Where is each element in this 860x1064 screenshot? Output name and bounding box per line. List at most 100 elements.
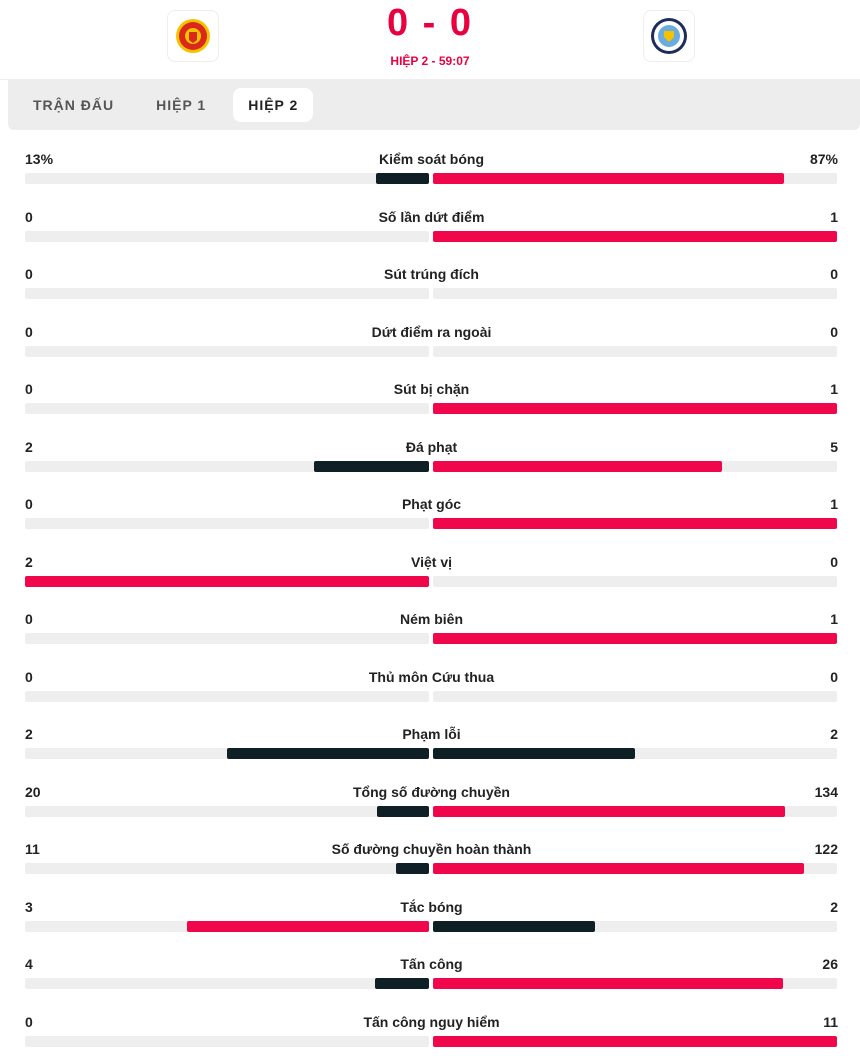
home-bar-track (25, 575, 429, 587)
away-bar-fill (433, 230, 837, 242)
away-value: 0 (830, 266, 838, 282)
home-bar-track (25, 288, 429, 299)
home-value: 3 (25, 898, 33, 915)
away-bar-fill (433, 1035, 837, 1047)
home-bar-fill (313, 460, 429, 472)
home-value: 0 (25, 496, 33, 512)
away-bar-fill (433, 460, 722, 472)
away-value: 2 (830, 726, 838, 742)
period-tabs: TRẬN ĐẤU HIỆP 1 HIỆP 2 (8, 80, 860, 130)
home-team-logo[interactable] (167, 10, 219, 62)
home-value: 0 (25, 381, 33, 397)
stat-label: Kiểm soát bóng (378, 151, 484, 167)
away-bar-fill (433, 805, 785, 817)
away-value: 2 (830, 898, 838, 915)
home-value: 0 (25, 668, 33, 685)
stat-label: Sút bị chặn (393, 381, 470, 397)
stat-row: 2 Đá phạt 5 (25, 439, 838, 479)
away-bar-fill (433, 748, 635, 759)
stat-row: 0 Số lần dứt điểm 1 (25, 209, 838, 249)
stat-label: Thủ môn Cứu thua (368, 668, 495, 685)
stat-label: Dứt điểm ra ngoài (371, 323, 492, 340)
stat-label: Số đường chuyền hoàn thành (331, 841, 532, 857)
away-bar-track (433, 690, 837, 702)
away-value: 0 (830, 553, 838, 570)
home-bar-fill (227, 748, 429, 759)
home-value: 20 (25, 783, 41, 800)
stat-row: 2 Phạm lỗi 2 (25, 726, 838, 766)
away-bar-fill (433, 173, 785, 184)
home-bar-track (25, 805, 429, 817)
stat-row: 0 Ném biên 1 (25, 611, 838, 651)
away-value: 1 (830, 496, 838, 512)
stat-label: Đá phạt (405, 438, 458, 455)
away-bar-track (433, 518, 837, 529)
stat-row: 11 Số đường chuyền hoàn thành 122 (25, 841, 838, 881)
stat-label: Phạm lỗi (402, 726, 461, 742)
away-bar-track (433, 403, 837, 414)
home-bar-track (25, 920, 429, 932)
away-bar-fill (433, 633, 837, 644)
stat-row: 20 Tổng số đường chuyền 134 (25, 784, 838, 824)
away-bar-track (433, 748, 837, 759)
away-value: 87% (809, 151, 838, 167)
home-bar-track (25, 230, 429, 242)
tab-second-half[interactable]: HIỆP 2 (233, 88, 314, 122)
away-bar-track (433, 633, 837, 644)
home-bar-fill (375, 978, 429, 989)
home-bar-track (25, 1035, 429, 1047)
away-value: 11 (823, 1013, 838, 1030)
stat-row: 0 Dứt điểm ra ngoài 0 (25, 324, 838, 364)
stat-row: 4 Tấn công 26 (25, 956, 838, 996)
home-bar-track (25, 460, 429, 472)
manchester-city-crest-icon (651, 18, 687, 54)
stat-row: 0 Phạt góc 1 (25, 496, 838, 536)
home-bar-fill (25, 575, 429, 587)
home-value: 0 (25, 323, 33, 340)
away-bar-track (433, 345, 837, 357)
stat-label: Phạt góc (401, 496, 462, 512)
away-value: 1 (830, 208, 838, 225)
away-value: 0 (830, 323, 838, 340)
home-bar-track (25, 690, 429, 702)
home-bar-track (25, 173, 429, 184)
away-bar-fill (433, 978, 784, 989)
away-value: 0 (830, 668, 838, 685)
away-bar-track (433, 805, 837, 817)
home-value: 11 (25, 841, 40, 857)
home-value: 4 (25, 956, 33, 972)
stat-row: 0 Thủ môn Cứu thua 0 (25, 669, 838, 709)
away-bar-track (433, 920, 837, 932)
away-bar-fill (433, 403, 837, 414)
away-team-logo[interactable] (643, 10, 695, 62)
stat-label: Việt vị (411, 553, 452, 570)
stat-row: 13% Kiểm soát bóng 87% (25, 151, 838, 191)
stat-label: Tấn công (400, 956, 463, 972)
away-bar-track (433, 288, 837, 299)
home-bar-fill (395, 863, 429, 874)
match-period-clock: HIỆP 2 - 59:07 (390, 54, 470, 68)
stat-label: Tắc bóng (400, 898, 463, 915)
home-value: 0 (25, 1013, 33, 1030)
away-value: 134 (814, 783, 838, 800)
manchester-united-crest-icon (176, 19, 210, 53)
away-value: 1 (830, 381, 838, 397)
away-bar-fill (433, 518, 837, 529)
home-bar-track (25, 403, 429, 414)
stat-row: 0 Tấn công nguy hiểm 11 (25, 1014, 838, 1054)
stat-label: Sút trúng đích (384, 266, 479, 282)
away-bar-track (433, 460, 837, 472)
away-bar-track (433, 1035, 837, 1047)
home-bar-track (25, 345, 429, 357)
stat-label: Tấn công nguy hiểm (363, 1013, 500, 1030)
home-bar-track (25, 633, 429, 644)
home-bar-fill (186, 920, 429, 932)
tab-match[interactable]: TRẬN ĐẤU (33, 97, 115, 113)
away-value: 1 (830, 611, 838, 627)
tab-first-half[interactable]: HIỆP 1 (156, 97, 207, 113)
home-value: 13% (25, 151, 54, 167)
away-value: 122 (814, 841, 838, 857)
stat-label: Tổng số đường chuyền (353, 783, 510, 800)
stat-label: Số lần dứt điểm (378, 208, 485, 225)
score: 0 - 0 (386, 2, 474, 44)
